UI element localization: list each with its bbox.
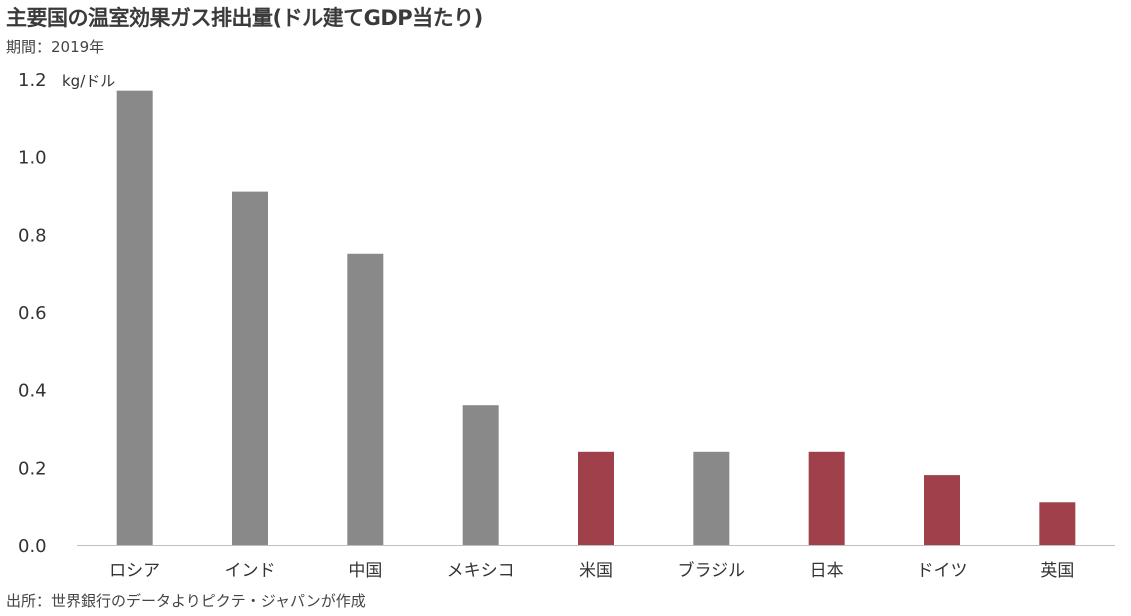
y-tick-label: 1.0: [18, 148, 47, 169]
bar-4: [578, 451, 614, 545]
x-category-label: 米国: [579, 561, 613, 581]
bar-7: [924, 475, 960, 545]
bar-0: [116, 90, 153, 546]
x-category-label: ドイツ: [917, 561, 968, 581]
y-tick-label: 0.4: [18, 381, 47, 402]
x-category-label: メキシコ: [447, 561, 515, 581]
bar-2: [347, 253, 384, 545]
bar-6: [808, 451, 845, 545]
y-tick-label: 1.2: [18, 70, 47, 91]
y-tick-label: 0.8: [18, 225, 47, 246]
period-label: 期間：2019年: [6, 38, 105, 56]
y-tick-label: 0.6: [18, 303, 47, 324]
bar-5: [693, 451, 730, 545]
bar-3: [462, 405, 499, 545]
source-note: 出所：世界銀行のデータよりピクテ・ジャパンが作成: [6, 592, 366, 610]
bar-1: [232, 191, 268, 545]
x-category-label: 英国: [1040, 561, 1074, 581]
y-unit-label: kg/ドル: [62, 72, 115, 90]
x-category-label: 中国: [348, 561, 382, 581]
x-category-label: 日本: [810, 561, 844, 581]
y-tick-label: 0.2: [18, 458, 47, 479]
y-tick-label: 0.0: [18, 536, 47, 557]
chart-title: 主要国の温室効果ガス排出量(ドル建てGDP当たり): [6, 6, 483, 30]
x-category-label: ロシア: [109, 561, 160, 581]
bar-8: [1039, 502, 1076, 545]
x-category-label: ブラジル: [677, 560, 745, 581]
x-category-label: インド: [225, 561, 276, 581]
